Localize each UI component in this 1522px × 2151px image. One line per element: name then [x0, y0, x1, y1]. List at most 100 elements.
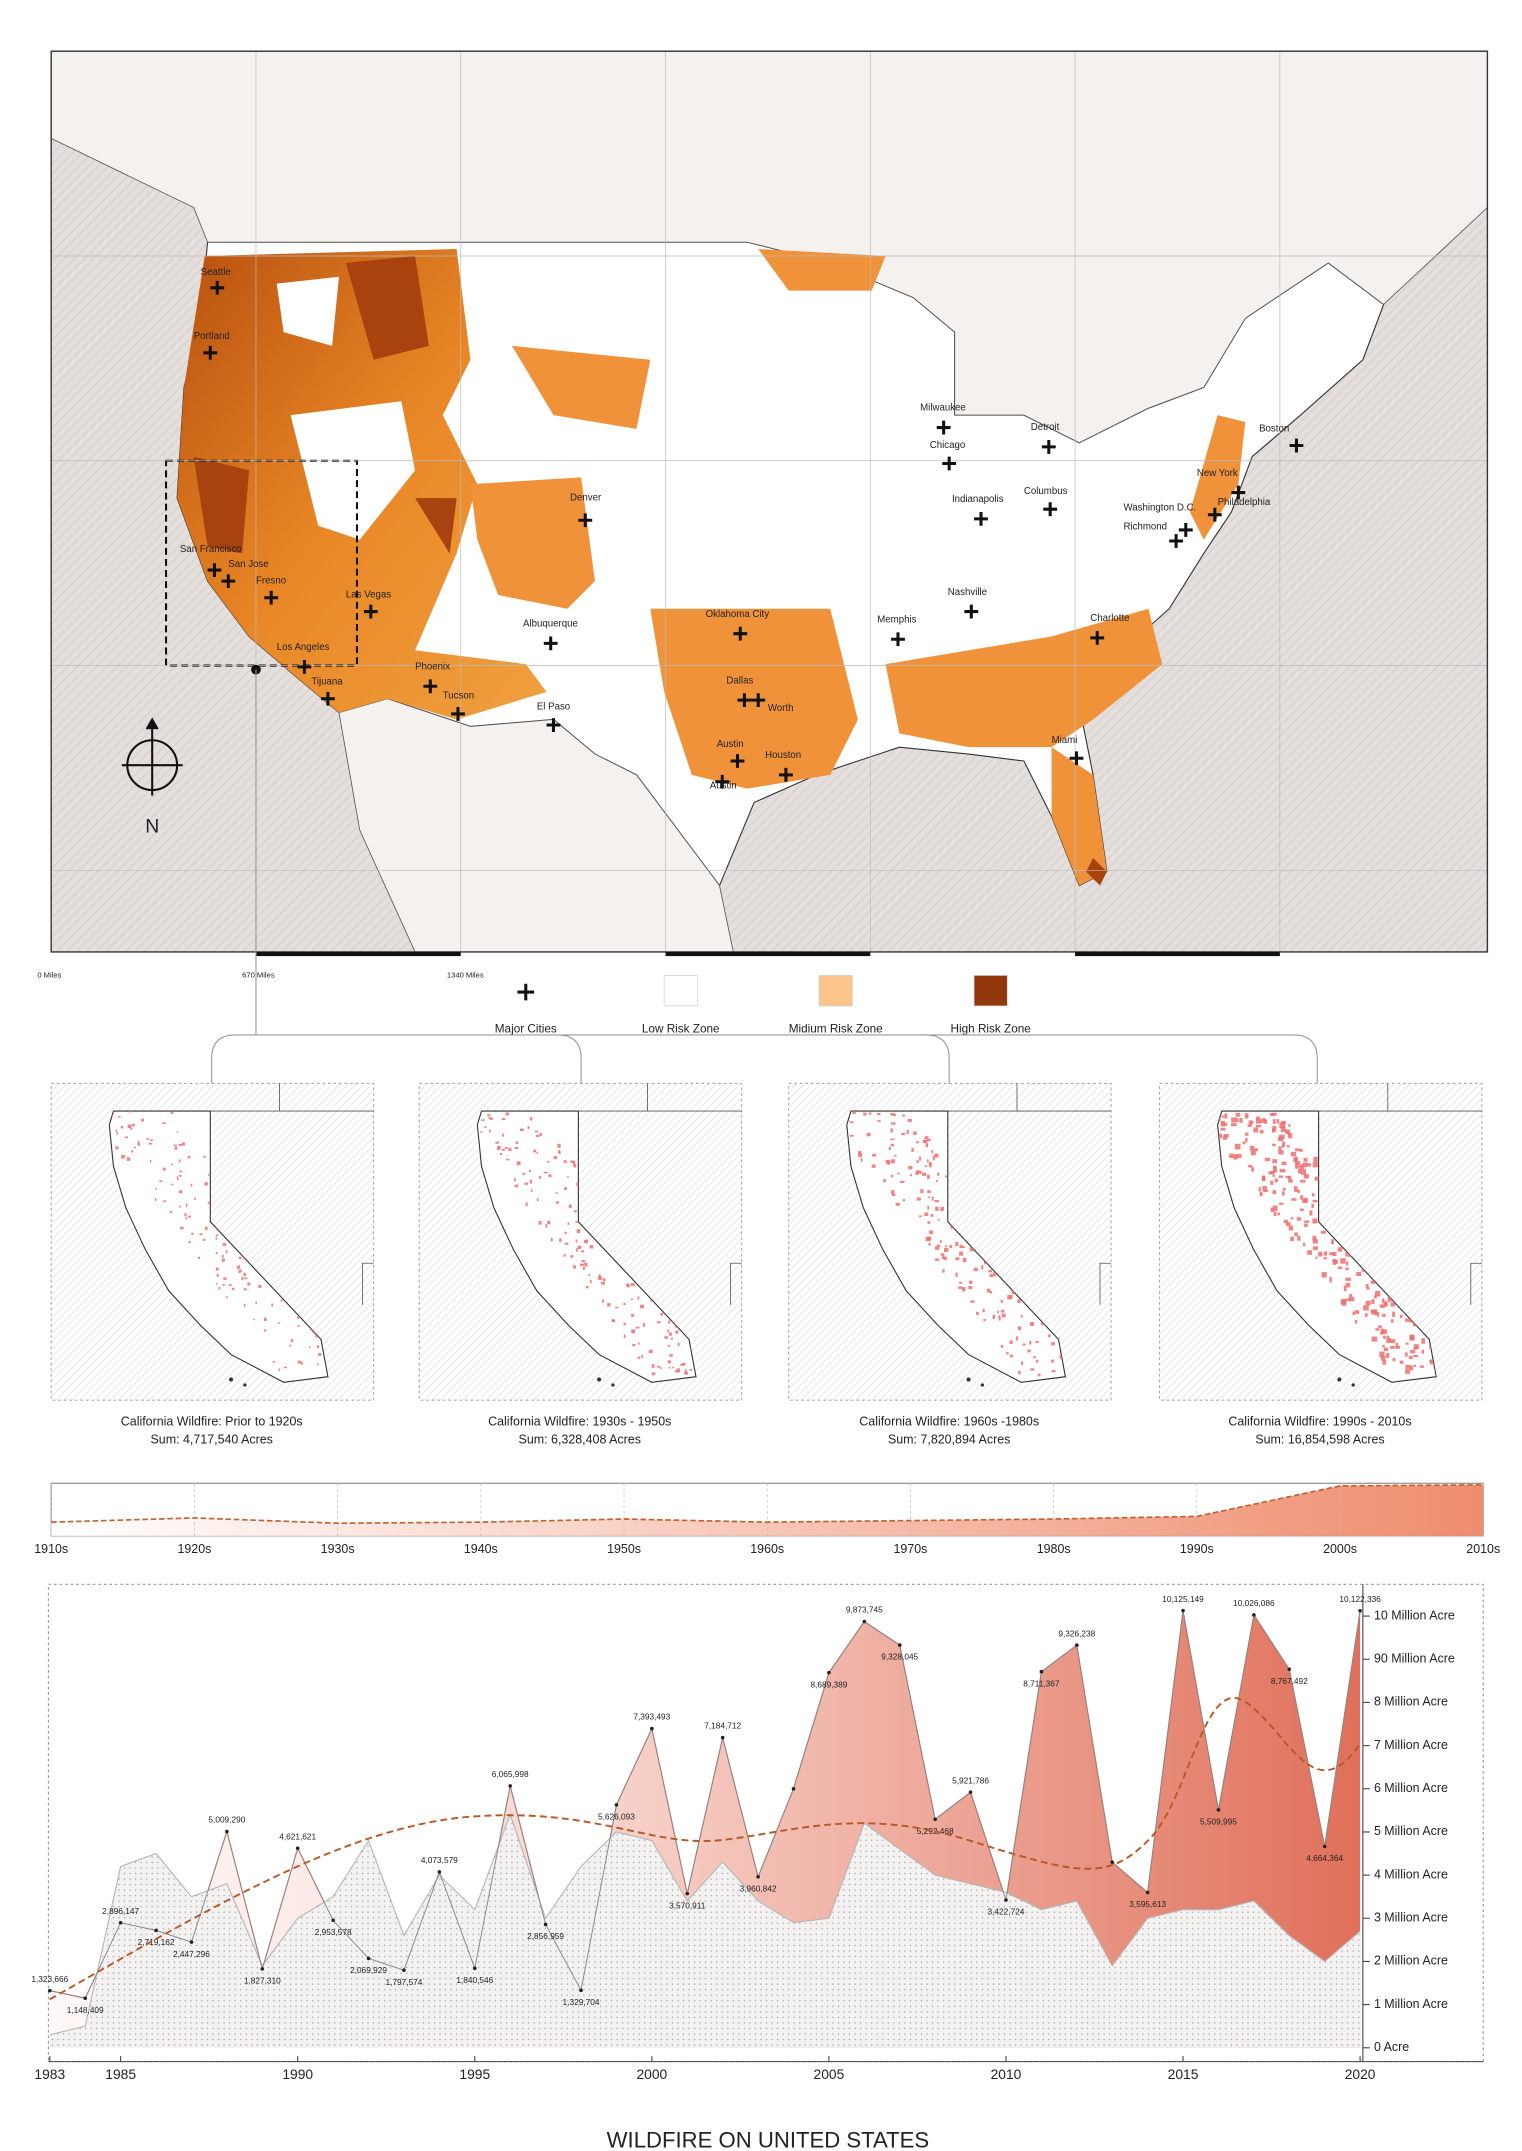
fire-speck: [955, 1272, 958, 1277]
fire-speck: [576, 1182, 580, 1186]
fire-speck: [630, 1283, 635, 1286]
data-point: [437, 1870, 442, 1874]
mexico: [338, 698, 734, 952]
fire-speck: [585, 1239, 588, 1244]
fire-speck: [1413, 1347, 1418, 1350]
city-label: Chicago: [930, 440, 966, 451]
fire-speck: [598, 1277, 602, 1280]
fire-speck: [131, 1150, 134, 1153]
fire-speck: [667, 1329, 669, 1333]
fire-speck: [1383, 1347, 1389, 1352]
fire-speck: [998, 1316, 1001, 1321]
fire-speck: [1258, 1187, 1261, 1192]
fire-speck: [174, 1146, 178, 1150]
fire-speck: [1297, 1235, 1301, 1241]
fire-speck: [1313, 1156, 1318, 1163]
fire-speck: [1392, 1311, 1396, 1317]
fire-speck: [677, 1342, 680, 1347]
fire-speck: [684, 1371, 688, 1375]
fire-speck: [1352, 1311, 1356, 1315]
fire-speck: [514, 1177, 516, 1182]
data-point: [154, 1928, 158, 1933]
fire-speck: [886, 1161, 891, 1165]
fire-speck: [1370, 1280, 1376, 1284]
fire-speck: [888, 1146, 891, 1151]
legend-label: Midium Risk Zone: [789, 1023, 883, 1036]
state-borders: [210, 1083, 374, 1305]
fire-speck: [976, 1311, 979, 1315]
fire-speck: [1280, 1126, 1286, 1133]
city-label: Austin: [710, 780, 737, 791]
fire-speck: [124, 1136, 129, 1139]
city-marker: [321, 691, 335, 706]
city-marker: [974, 511, 988, 526]
fire-speck: [1217, 1133, 1222, 1139]
fire-speck: [922, 1139, 926, 1143]
fire-speck: [1314, 1176, 1321, 1181]
fire-speck: [300, 1362, 303, 1365]
fire-speck: [539, 1133, 542, 1137]
fire-speck: [942, 1268, 945, 1273]
city-label: New York: [1197, 468, 1238, 479]
fire-speck: [1259, 1191, 1263, 1197]
fire-speck: [672, 1366, 674, 1369]
city-label: Charlotte: [1090, 613, 1129, 624]
fire-speck: [1395, 1342, 1399, 1349]
fire-speck: [1345, 1267, 1349, 1271]
fire-speck: [625, 1283, 630, 1286]
fire-speck: [581, 1263, 585, 1266]
fire-speck: [1304, 1220, 1310, 1223]
fire-speck: [651, 1364, 655, 1368]
fire-speck: [962, 1257, 967, 1263]
fire-speck: [1278, 1146, 1282, 1151]
fire-speck: [199, 1233, 203, 1236]
value-label: 1,840,546: [456, 1975, 493, 1985]
fire-speck: [179, 1190, 183, 1194]
fire-speck: [488, 1116, 491, 1120]
fire-speck: [657, 1365, 661, 1368]
fire-speck: [505, 1112, 509, 1116]
fire-speck: [1429, 1360, 1433, 1363]
fire-speck: [226, 1296, 228, 1299]
fire-speck: [1022, 1343, 1026, 1346]
fire-speck: [1250, 1150, 1256, 1156]
fire-speck: [997, 1310, 999, 1314]
fire-speck: [163, 1200, 166, 1203]
fire-speck: [1380, 1328, 1385, 1333]
fire-speck: [891, 1122, 896, 1125]
fire-speck: [1233, 1154, 1238, 1160]
fire-speck: [222, 1283, 225, 1286]
fire-speck: [1272, 1190, 1277, 1195]
y-tick-label: 2 Million Acre: [1374, 1954, 1448, 1968]
city-marker: [1207, 507, 1222, 522]
fire-speck: [159, 1180, 163, 1183]
data-point: [862, 1619, 867, 1624]
fire-speck: [648, 1349, 653, 1354]
data-point: [260, 1967, 265, 1971]
state-borders: [947, 1083, 1112, 1305]
fire-speck: [670, 1337, 674, 1340]
fire-speck: [484, 1126, 487, 1129]
city-label: Las Vegas: [346, 590, 391, 601]
fire-speck: [1392, 1357, 1396, 1362]
panel-sum: Sum: 7,820,894 Acres: [888, 1433, 1010, 1447]
fire-speck: [1382, 1313, 1386, 1317]
fire-speck: [1299, 1164, 1305, 1170]
fire-speck: [689, 1368, 692, 1371]
fire-speck: [1323, 1251, 1328, 1256]
fire-speck: [1345, 1298, 1352, 1301]
fire-speck: [555, 1201, 559, 1204]
fire-speck: [1297, 1168, 1302, 1174]
fire-speck: [536, 1198, 539, 1201]
fire-speck: [890, 1128, 893, 1133]
fire-speck: [1006, 1352, 1009, 1355]
fire-speck: [962, 1287, 966, 1292]
fire-speck: [1244, 1113, 1249, 1119]
fire-speck: [1375, 1328, 1380, 1331]
fire-speck: [225, 1249, 228, 1254]
fire-speck: [1312, 1246, 1319, 1251]
fire-speck: [1029, 1340, 1032, 1345]
value-label: 3,595,613: [1129, 1899, 1166, 1909]
fire-speck: [1027, 1349, 1031, 1353]
value-label: 6,065,998: [492, 1769, 529, 1779]
